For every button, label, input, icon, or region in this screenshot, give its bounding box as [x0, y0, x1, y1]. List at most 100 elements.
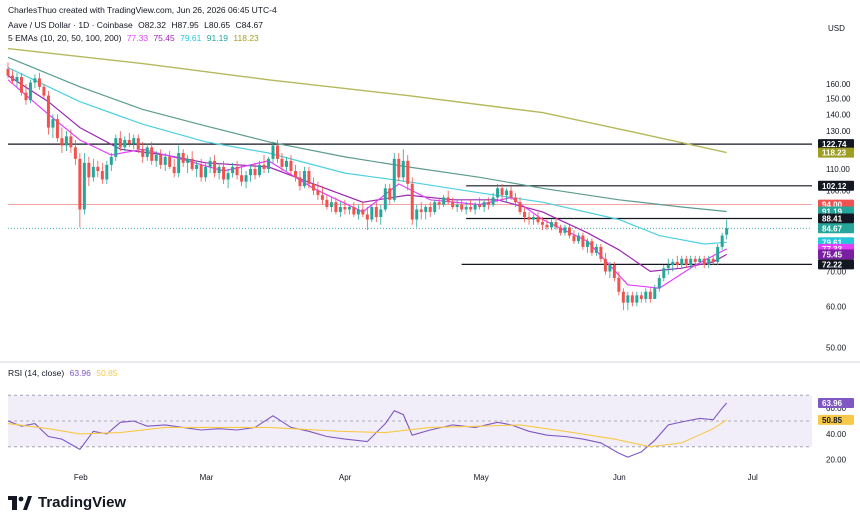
ema200-value: 118.23: [233, 33, 259, 43]
candle-body: [388, 188, 392, 200]
candle-body: [87, 162, 91, 178]
rsi-ma-value-tag-label: 50.85: [822, 416, 843, 425]
candle-body: [689, 258, 693, 266]
ema-legend: 5 EMAs (10, 20, 50, 100, 200) 77.33 75.4…: [8, 33, 262, 43]
candle-body: [563, 227, 567, 233]
candle-body: [460, 204, 464, 210]
candle-body: [10, 75, 14, 82]
price-axis-tick: 140.00: [826, 110, 851, 119]
price-axis-tick: 160.00: [826, 80, 851, 89]
candle-body: [446, 197, 450, 203]
x-axis-month-label: Mar: [200, 473, 214, 482]
candle-body: [114, 138, 118, 157]
tradingview-logo-icon: [8, 495, 32, 510]
high-value: H87.95: [171, 20, 199, 30]
candle-body: [55, 119, 59, 139]
ema100-value: 91.19: [206, 33, 229, 43]
candle-body: [527, 216, 531, 220]
candle-body: [482, 202, 486, 208]
candle-body: [675, 261, 679, 266]
candle-body: [558, 227, 562, 233]
x-axis-month-label: May: [474, 473, 489, 482]
price-axis-tick: 150.00: [826, 95, 851, 104]
candle-body: [509, 190, 513, 198]
candle-body: [347, 207, 351, 210]
ema-legend-label: 5 EMAs (10, 20, 50, 100, 200): [8, 33, 122, 43]
candle-body: [195, 164, 199, 169]
candle-body: [567, 227, 571, 236]
rsi-legend-label: RSI (14, close): [8, 368, 65, 378]
candle-body: [666, 265, 670, 269]
candle-body: [123, 139, 127, 148]
price-axis-tick: 50.00: [826, 344, 847, 353]
candle-body: [379, 209, 383, 217]
candle-body: [127, 139, 131, 144]
candle-body: [707, 258, 711, 266]
candle-body: [154, 154, 158, 161]
tradingview-logo: TradingView: [8, 494, 126, 511]
candle-body: [325, 199, 329, 208]
candle-body: [96, 166, 100, 172]
candle-body: [46, 95, 50, 128]
rsi-axis-tick: 40.00: [826, 430, 847, 439]
price-tag: [818, 259, 854, 270]
candle-body: [73, 147, 77, 159]
price-tag-label: 75.45: [822, 250, 843, 259]
candle-body: [199, 164, 203, 178]
candle-body: [415, 209, 419, 220]
candle-body: [644, 291, 648, 299]
candle-body: [181, 153, 185, 163]
candle-body: [150, 147, 154, 161]
candle-body: [711, 258, 715, 262]
symbol-label: Aave / US Dollar · 1D · Coinbase: [8, 20, 133, 30]
candle-body: [662, 268, 666, 279]
price-tag: [818, 213, 854, 224]
candle-body: [217, 166, 221, 174]
candle-body: [635, 295, 639, 303]
candle-body: [244, 175, 248, 182]
low-value: L80.65: [204, 20, 231, 30]
candle-body: [307, 171, 311, 184]
candle-body: [42, 86, 46, 96]
candle-body: [451, 202, 455, 208]
candle-body: [204, 166, 208, 178]
candle-body: [599, 246, 603, 259]
candle-body: [6, 68, 10, 76]
ema-line-ema-10: [7, 79, 727, 289]
candle-body: [222, 166, 226, 180]
candle-body: [455, 204, 459, 208]
candle-body: [51, 119, 55, 128]
candle-body: [82, 162, 86, 210]
candle-body: [693, 258, 697, 262]
price-axis-tick: 100.00: [826, 187, 851, 196]
candle-body: [91, 166, 95, 178]
candle-body: [118, 138, 122, 148]
candle-body: [37, 78, 41, 87]
candle-body: [316, 190, 320, 196]
candle-body: [680, 258, 684, 266]
candle-body: [630, 295, 634, 303]
ema50-value: 79.61: [180, 33, 202, 43]
candle-body: [208, 160, 212, 167]
candle-body: [271, 145, 275, 159]
candle-body: [365, 214, 369, 220]
candle-body: [424, 207, 428, 212]
candle-body: [716, 246, 720, 262]
candle-body: [603, 258, 607, 272]
candle-body: [370, 207, 374, 220]
candle-body: [163, 156, 167, 165]
candle-body: [141, 149, 145, 157]
open-value: O82.32: [138, 20, 166, 30]
ema-line-ema-200: [7, 47, 727, 154]
candle-body: [657, 278, 661, 289]
candle-body: [639, 295, 643, 299]
candle-body: [334, 202, 338, 212]
candle-body: [487, 202, 491, 205]
x-axis-month-label: Feb: [74, 473, 88, 482]
candle-body: [60, 138, 64, 146]
ema10-value: 77.33: [126, 33, 149, 43]
candle-body: [473, 204, 477, 210]
price-tag: [818, 139, 854, 150]
price-tag-label: 122.74: [822, 140, 847, 149]
